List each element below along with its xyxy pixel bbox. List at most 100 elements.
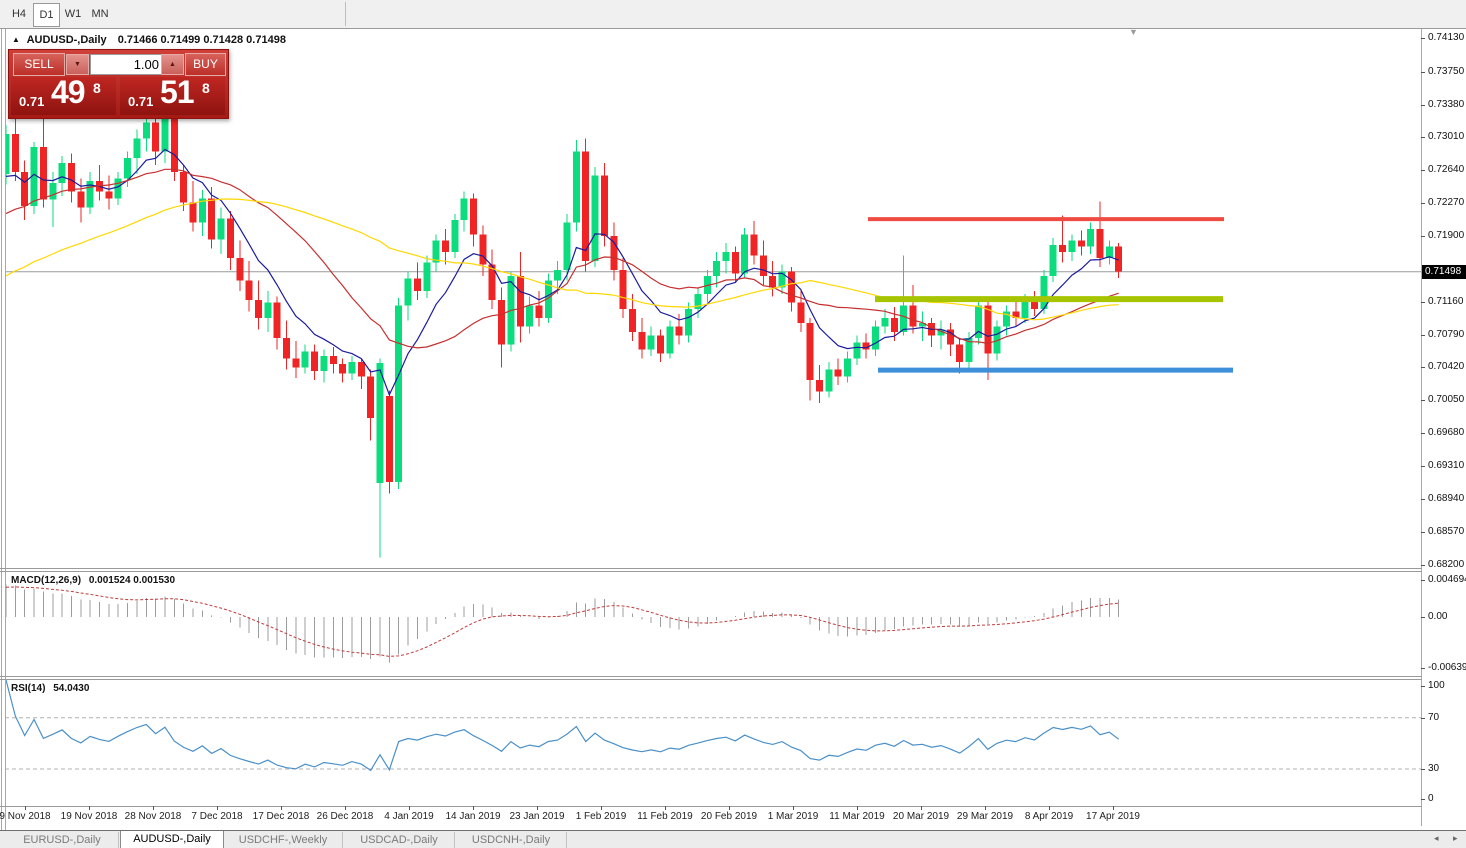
rsi-axis-tick xyxy=(1421,686,1425,687)
chart-shift-marker-icon[interactable]: ▼ xyxy=(1129,27,1138,37)
candle-body xyxy=(918,323,926,327)
date-axis-label: 20 Feb 2019 xyxy=(700,811,758,822)
candle-body xyxy=(516,276,524,327)
date-axis-tick xyxy=(857,806,858,810)
tab-scroll-left-icon[interactable]: ◂ xyxy=(1434,833,1439,843)
pane-separator-rsi-top[interactable] xyxy=(0,679,1422,680)
candle-body xyxy=(572,151,580,223)
date-axis-label: 11 Feb 2019 xyxy=(637,811,693,822)
candle-body xyxy=(1031,299,1038,309)
rsi-pane[interactable] xyxy=(5,680,1421,806)
chart-tab-EURUSDDaily[interactable]: EURUSD-,Daily xyxy=(6,832,119,848)
candle-body xyxy=(535,305,543,318)
candle-body xyxy=(413,278,421,292)
axis-separator xyxy=(1421,29,1422,826)
candle-body xyxy=(432,240,440,263)
candle-body xyxy=(825,369,833,392)
candle-body xyxy=(114,178,122,199)
pane-separator-macd-bottom[interactable] xyxy=(0,676,1422,677)
price-axis-label: 0.71900 xyxy=(1428,230,1465,242)
volume-decrease-button[interactable]: ▼ xyxy=(66,54,89,75)
candle-body xyxy=(872,326,880,350)
candle-body xyxy=(124,157,132,179)
candle-body xyxy=(254,299,262,318)
sell-button[interactable]: SELL xyxy=(13,53,65,76)
tab-scroll-right-icon[interactable]: ▸ xyxy=(1453,833,1458,843)
candle-body xyxy=(563,222,571,270)
candle-body xyxy=(1021,299,1029,318)
candle-body xyxy=(1077,240,1085,247)
buy-button[interactable]: BUY xyxy=(185,53,226,76)
chart-tab-USDCNHDaily[interactable]: USDCNH-,Daily xyxy=(456,832,567,848)
candle-body xyxy=(329,355,337,364)
sell-price-display[interactable]: 0.71 49 8 xyxy=(11,74,116,115)
ma-line-mid xyxy=(5,168,1119,349)
price-axis-tick xyxy=(1421,433,1425,435)
date-axis-label: 1 Mar 2019 xyxy=(767,811,819,822)
candle-body xyxy=(217,218,225,240)
macd-histogram xyxy=(5,584,1120,663)
timeframe-tab-D1[interactable]: D1 xyxy=(33,3,60,27)
candle-body xyxy=(441,240,449,253)
candle-body xyxy=(787,271,795,303)
price-axis-label: 0.73380 xyxy=(1428,98,1465,110)
timeframe-tab-H4[interactable]: H4 xyxy=(11,8,27,20)
timeframe-tab-MN[interactable]: MN xyxy=(91,8,109,20)
date-axis-tick xyxy=(217,806,218,810)
candle-body xyxy=(479,234,487,265)
candle-body xyxy=(226,218,234,259)
macd-pane[interactable] xyxy=(5,572,1421,676)
date-axis-label: 29 Mar 2019 xyxy=(956,811,1014,822)
volume-increase-button[interactable]: ▲ xyxy=(161,54,184,75)
candle-body xyxy=(993,326,1001,354)
pane-separator-main-bottom[interactable] xyxy=(0,568,1422,569)
main-price-pane[interactable] xyxy=(5,30,1421,568)
price-axis-label: 0.69680 xyxy=(1428,427,1465,439)
candle-body xyxy=(1105,246,1113,259)
collapse-triangle-icon[interactable]: ▲ xyxy=(12,35,20,44)
rsi-name: RSI(14) xyxy=(11,683,46,694)
candle-body xyxy=(937,329,945,336)
pane-separator-macd-top[interactable] xyxy=(0,571,1422,572)
candle-body xyxy=(245,280,253,300)
chart-tab-USDCADDaily[interactable]: USDCAD-,Daily xyxy=(344,832,455,848)
buy-price-big: 51 xyxy=(160,74,195,110)
price-axis-tick xyxy=(1421,367,1425,369)
one-click-trade-panel: SELL ▼ ▲ BUY 0.71 49 8 0.71 51 8 xyxy=(8,49,229,119)
candle-body xyxy=(1040,276,1048,309)
timeframe-tab-W1[interactable]: W1 xyxy=(64,8,82,20)
candle-body xyxy=(320,355,328,372)
candle-body xyxy=(881,317,889,327)
date-axis-label: 23 Jan 2019 xyxy=(509,811,565,822)
date-axis-tick xyxy=(1113,806,1114,810)
candle-body xyxy=(946,329,954,345)
chart-symbol-label: AUDUSD-,Daily xyxy=(26,34,107,46)
volume-input[interactable] xyxy=(90,54,164,75)
price-axis-label: 0.74130 xyxy=(1428,32,1465,43)
candle-body xyxy=(77,191,85,208)
candle-body xyxy=(273,302,281,339)
candle-body xyxy=(105,191,113,199)
candle-body xyxy=(638,331,646,350)
candle-body xyxy=(451,220,459,253)
chart-tab-AUDUSDDaily[interactable]: AUDUSD-,Daily xyxy=(120,831,224,848)
price-axis-tick xyxy=(1421,71,1425,73)
candle-body xyxy=(666,326,674,354)
buy-price-display[interactable]: 0.71 51 8 xyxy=(120,74,225,115)
price-axis-label: 0.72270 xyxy=(1428,197,1465,209)
candle-body xyxy=(170,118,178,173)
chart-tab-USDCHFWeekly[interactable]: USDCHF-,Weekly xyxy=(224,832,343,848)
rsi-value: 54.0430 xyxy=(53,683,90,694)
date-axis-label: 4 Jan 2019 xyxy=(384,811,434,822)
candle-body xyxy=(5,133,10,174)
current-price-tag: 0.71498 xyxy=(1422,265,1466,279)
candle-body xyxy=(367,376,375,419)
candle-body xyxy=(30,147,38,206)
price-axis-label: 0.68940 xyxy=(1428,492,1465,504)
macd-values: 0.001524 0.001530 xyxy=(88,575,176,586)
candle-body xyxy=(470,198,477,235)
price-axis-tick xyxy=(1421,498,1425,500)
price-axis-label: 0.68570 xyxy=(1428,525,1465,537)
candle-body xyxy=(619,269,627,309)
price-axis-tick xyxy=(1421,38,1425,39)
